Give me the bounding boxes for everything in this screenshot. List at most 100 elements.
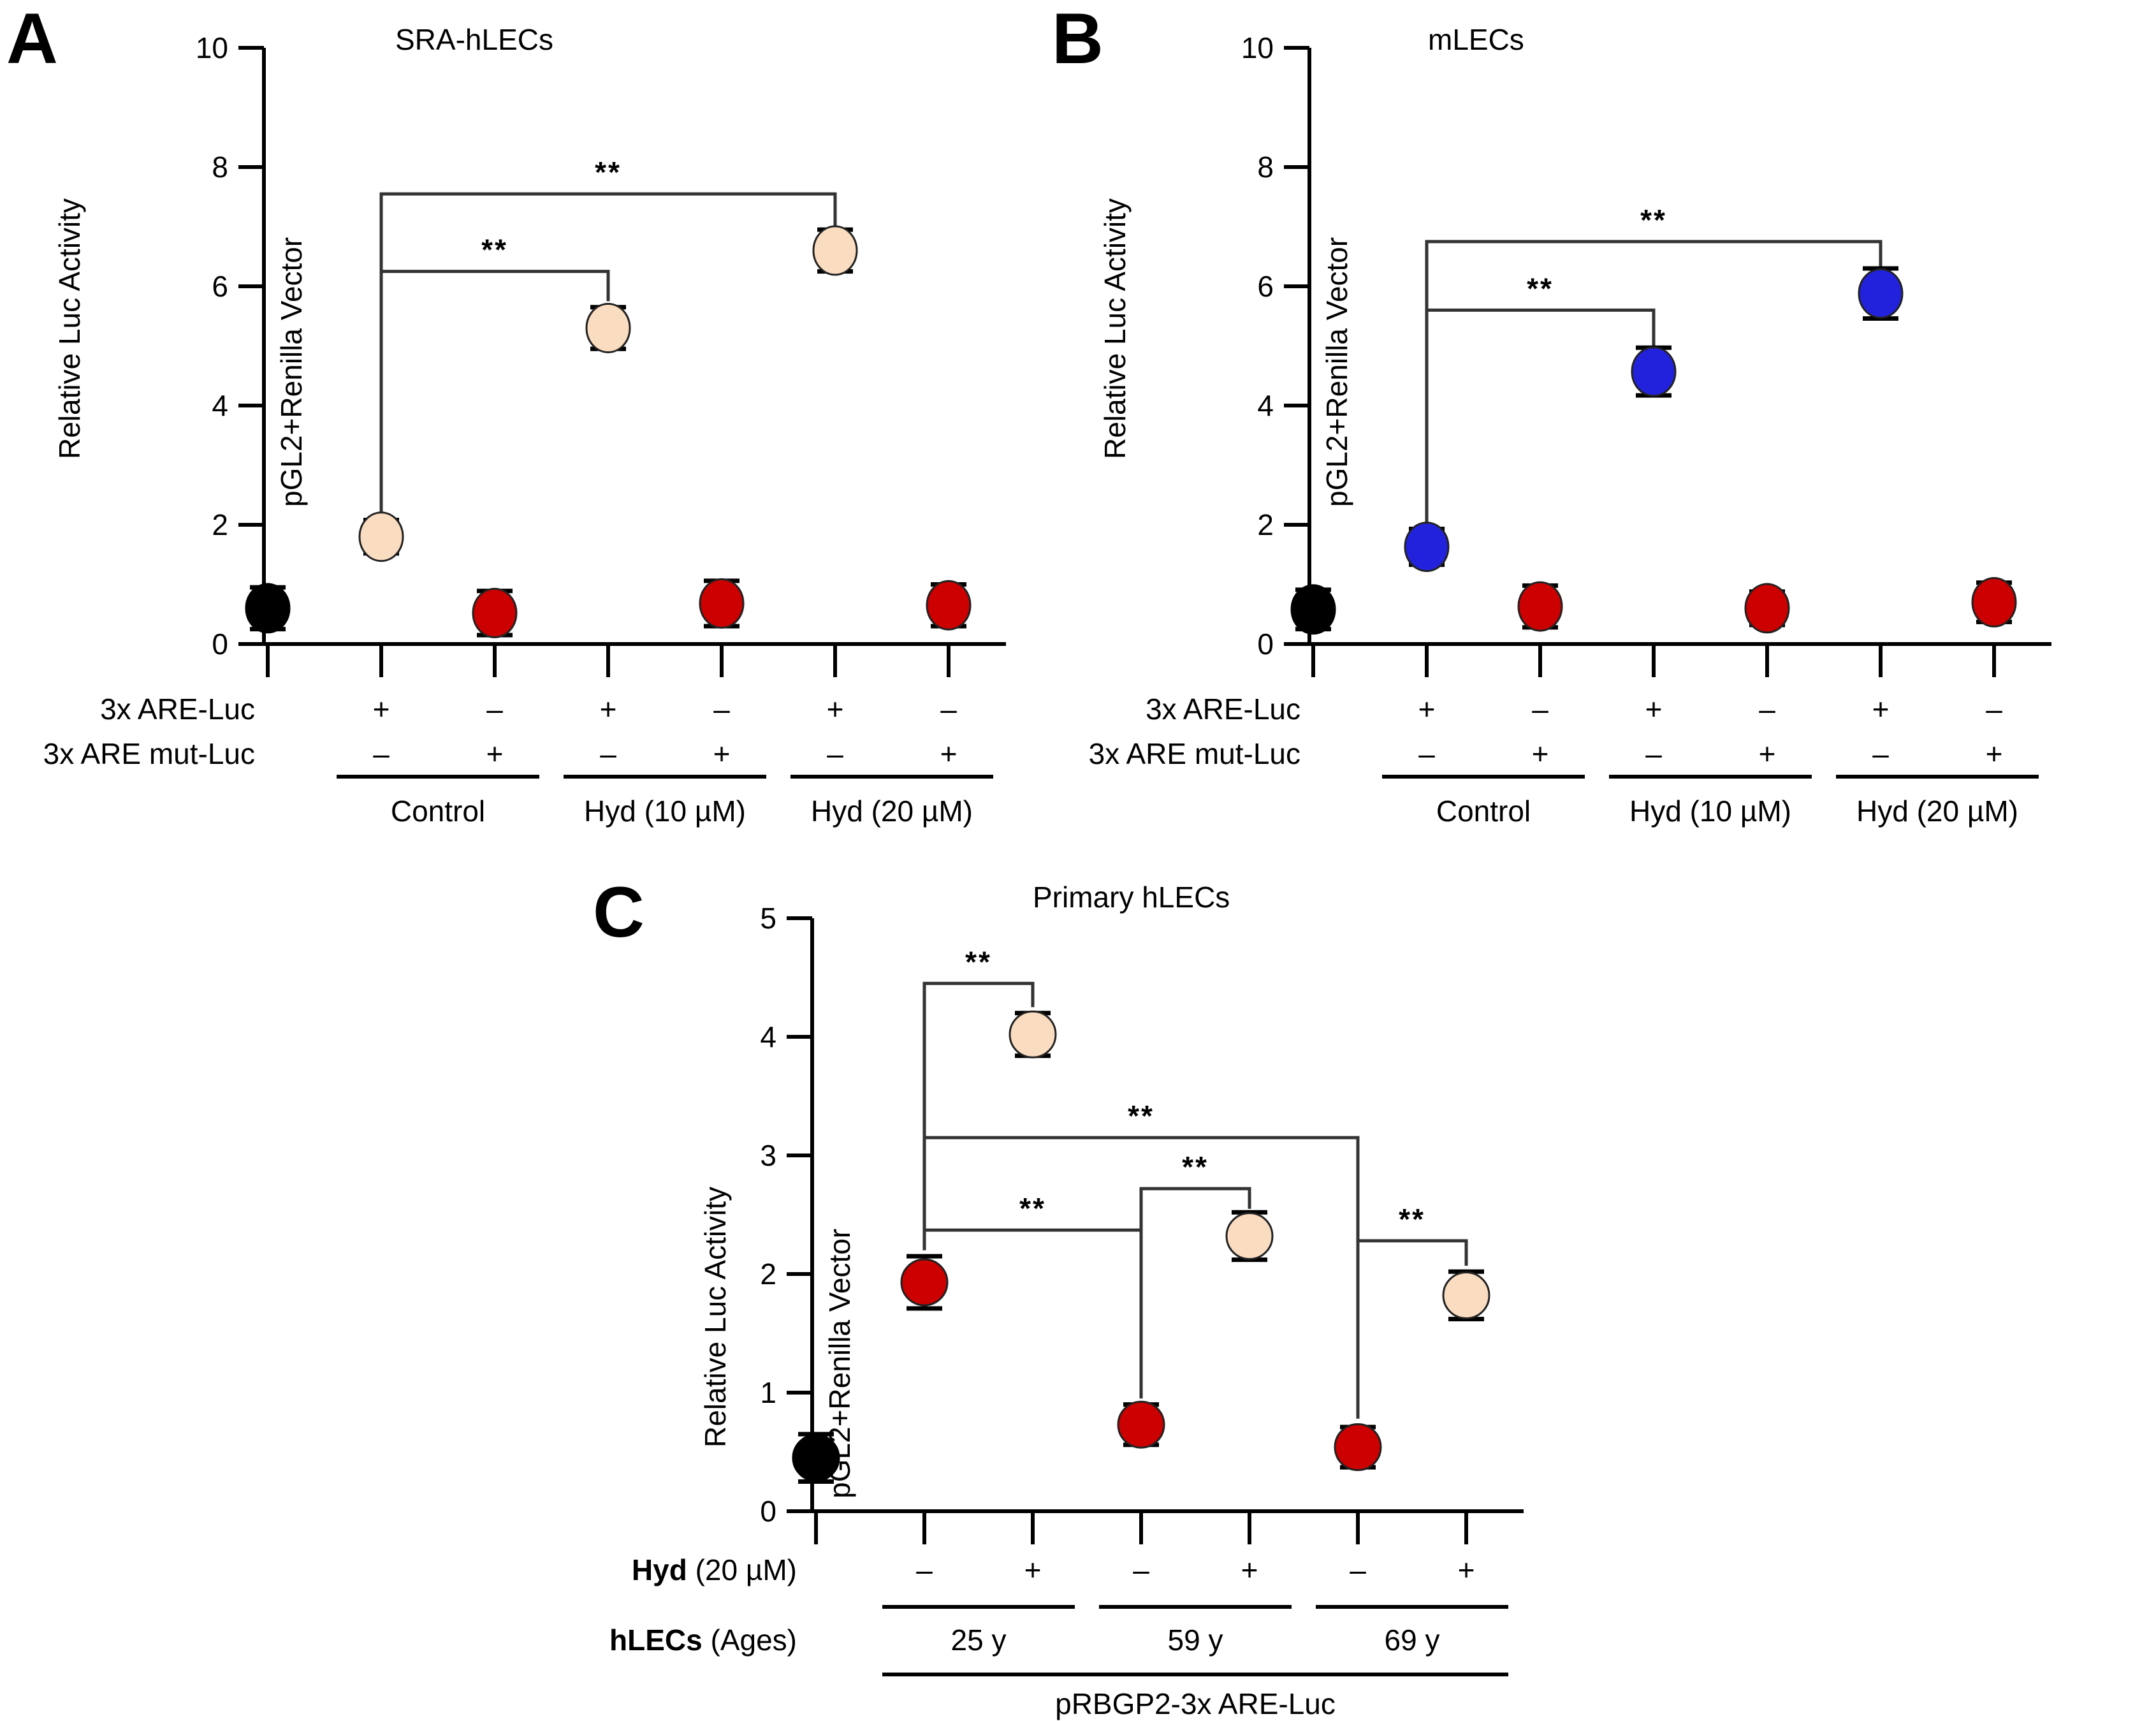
condition-row-label: 3x ARE-Luc: [1146, 692, 1300, 726]
condition-sign: +: [1985, 737, 2003, 770]
y-tick-label: 6: [1257, 270, 1274, 303]
condition-sign: –: [373, 737, 390, 770]
data-point: [1117, 1400, 1165, 1449]
data-point: [792, 1432, 840, 1484]
marker: [1117, 1400, 1165, 1449]
data-point: [1517, 581, 1563, 632]
panel-a-title: SRA-hLECs: [395, 23, 553, 56]
hyd-rest: (20 µM): [687, 1553, 797, 1586]
marker: [1858, 268, 1904, 319]
hyd-bold-prefix: Hyd: [631, 1553, 687, 1586]
condition-row-label: 3x ARE mut-Luc: [43, 737, 255, 770]
significance-stars: **: [1182, 1150, 1209, 1183]
data-point: [1290, 584, 1336, 635]
condition-sign: –: [916, 1553, 933, 1586]
significance-bracket: [379, 270, 610, 525]
panel-a-plot: 0 2 4 6 8 10 ** **: [196, 31, 1006, 677]
condition-sign: –: [486, 692, 503, 726]
marker: [1404, 522, 1450, 573]
condition-sign: –: [1872, 737, 1889, 770]
group-rule: [1382, 775, 1585, 779]
condition-row-label-ages: hLECs (Ages): [542, 1623, 797, 1657]
condition-sign: –: [713, 692, 730, 726]
group-label-age: 69 y: [1384, 1623, 1440, 1657]
marker: [1631, 346, 1677, 397]
condition-sign: +: [1024, 1553, 1042, 1586]
condition-sign: –: [940, 692, 957, 726]
condition-sign: +: [826, 692, 844, 726]
y-tick-label: 0: [760, 1495, 776, 1528]
construct-label: pRBGP2-3x ARE-Luc: [1055, 1687, 1336, 1720]
significance-bracket: [1139, 1187, 1251, 1399]
condition-sign: –: [1759, 692, 1775, 726]
panel-c-letter: C: [593, 872, 645, 952]
y-tick-label: 4: [212, 389, 228, 422]
condition-sign: –: [600, 737, 616, 770]
condition-sign: +: [1241, 1553, 1258, 1586]
data-point: [1631, 345, 1677, 398]
data-point: [812, 225, 858, 276]
condition-sign: +: [1418, 692, 1436, 726]
data-point: [1858, 266, 1904, 321]
significance-bracket: [922, 981, 1035, 1249]
marker: [900, 1258, 949, 1307]
y-tick-label: 6: [212, 270, 228, 303]
condition-sign: –: [1350, 1553, 1366, 1586]
group-label: Hyd (10 µM): [584, 795, 746, 828]
marker: [1290, 584, 1336, 635]
group-label: Hyd (20 µM): [811, 795, 973, 828]
group-label-age: 59 y: [1167, 1623, 1223, 1657]
group-rule: [1316, 1605, 1508, 1609]
y-tick-label: 4: [1257, 389, 1274, 422]
marker: [1225, 1212, 1274, 1260]
group-rule: [790, 775, 993, 779]
marker: [926, 580, 972, 631]
condition-row-label: 3x ARE mut-Luc: [1088, 737, 1300, 770]
marker: [1442, 1271, 1490, 1319]
data-point: [699, 578, 745, 629]
condition-sign: –: [1133, 1553, 1149, 1586]
significance-bracket: [1425, 308, 1656, 528]
condition-sign: +: [1758, 737, 1776, 770]
significance-stars: **: [595, 156, 622, 189]
marker: [792, 1433, 840, 1482]
y-tick-label: 10: [196, 31, 228, 64]
condition-sign: +: [599, 692, 617, 726]
condition-row-label: 3x ARE-Luc: [100, 692, 255, 726]
marker: [1517, 581, 1563, 632]
significance-bracket: [1356, 1239, 1468, 1419]
y-tick-label: 1: [760, 1376, 776, 1409]
group-label: Hyd (10 µM): [1629, 795, 1791, 828]
data-point: [1744, 583, 1790, 634]
marker: [699, 578, 745, 629]
y-tick-label: 2: [760, 1257, 776, 1291]
panel-b-title: mLECs: [1428, 23, 1524, 56]
y-tick-label: 5: [760, 902, 776, 935]
y-tick-label: 2: [1257, 508, 1274, 541]
y-tick-label: 8: [212, 150, 228, 184]
y-tick-label: 0: [212, 627, 228, 661]
marker: [1744, 583, 1790, 634]
construct-rule: [882, 1673, 1508, 1676]
significance-stars: **: [1019, 1192, 1046, 1225]
panel-c-plot: 0 1 2 3 4 5 ** ** ** ** **: [760, 902, 1524, 1544]
condition-sign: –: [1532, 692, 1548, 726]
marker: [358, 511, 404, 562]
y-tick-label: 3: [760, 1139, 776, 1172]
data-point: [1334, 1423, 1382, 1472]
condition-sign: –: [1986, 692, 2002, 726]
group-rule: [1609, 775, 1812, 779]
group-rule: [1836, 775, 2039, 779]
group-label: Hyd (20 µM): [1856, 795, 2018, 828]
significance-stars: **: [481, 233, 508, 267]
data-point: [472, 587, 518, 638]
marker: [472, 587, 518, 638]
condition-sign: –: [1645, 737, 1662, 770]
y-tick-label: 4: [760, 1020, 776, 1053]
group-rule: [337, 775, 539, 779]
condition-sign: +: [1872, 692, 1890, 726]
condition-sign: –: [1418, 737, 1435, 770]
condition-sign: +: [940, 737, 958, 770]
significance-stars: **: [1128, 1099, 1154, 1132]
data-point: [926, 580, 972, 631]
